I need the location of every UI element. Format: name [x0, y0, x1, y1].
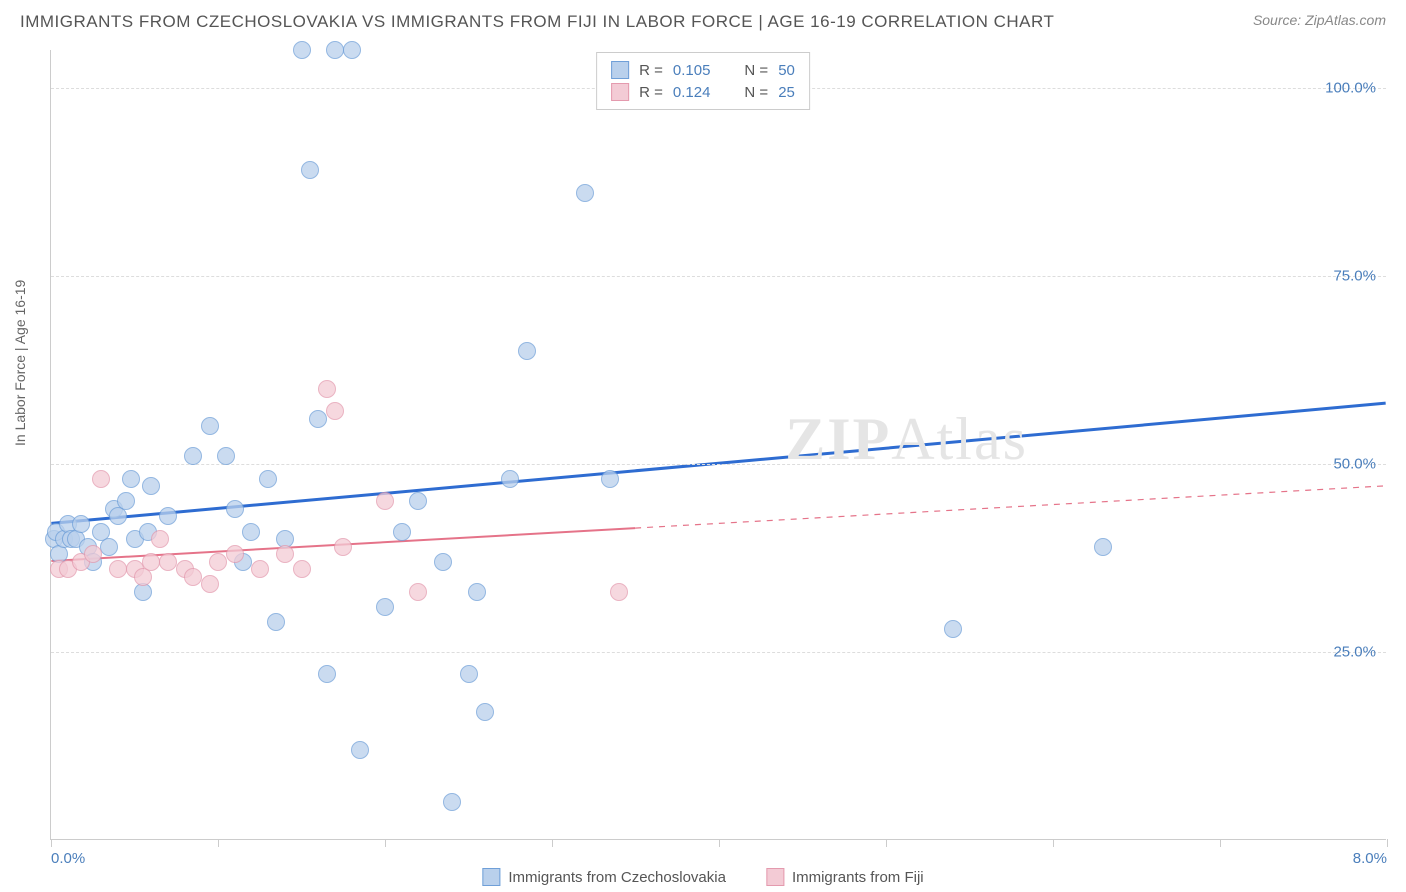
data-point: [1094, 538, 1112, 556]
data-point: [100, 538, 118, 556]
data-point: [84, 545, 102, 563]
data-point: [226, 545, 244, 563]
r-value: 0.124: [673, 84, 711, 101]
data-point: [343, 41, 361, 59]
data-point: [376, 492, 394, 510]
x-tick: [886, 839, 887, 847]
data-point: [409, 492, 427, 510]
legend-swatch: [611, 61, 629, 79]
legend-swatch: [611, 83, 629, 101]
data-point: [142, 477, 160, 495]
data-point: [301, 161, 319, 179]
x-tick: [51, 839, 52, 847]
x-tick: [719, 839, 720, 847]
plot-area: ZIPAtlas 25.0%50.0%75.0%100.0%0.0%8.0%: [50, 50, 1386, 840]
data-point: [476, 703, 494, 721]
x-tick: [385, 839, 386, 847]
data-point: [326, 41, 344, 59]
n-value: 25: [778, 84, 795, 101]
data-point: [184, 447, 202, 465]
legend-label: Immigrants from Czechoslovakia: [508, 869, 726, 886]
watermark-light: Atlas: [891, 406, 1028, 472]
stats-row: R = 0.105 N = 50: [611, 59, 795, 81]
x-tick: [218, 839, 219, 847]
data-point: [326, 402, 344, 420]
data-point: [518, 342, 536, 360]
n-value: 50: [778, 62, 795, 79]
r-value: 0.105: [673, 62, 711, 79]
data-point: [184, 568, 202, 586]
data-point: [201, 417, 219, 435]
legend-swatch: [766, 868, 784, 886]
y-tick-label: 25.0%: [1333, 643, 1376, 660]
y-tick-label: 50.0%: [1333, 455, 1376, 472]
data-point: [393, 523, 411, 541]
data-point: [276, 545, 294, 563]
data-point: [443, 793, 461, 811]
data-point: [72, 515, 90, 533]
data-point: [944, 620, 962, 638]
data-point: [109, 560, 127, 578]
data-point: [376, 598, 394, 616]
data-point: [468, 583, 486, 601]
data-point: [159, 507, 177, 525]
data-point: [318, 380, 336, 398]
data-point: [334, 538, 352, 556]
data-point: [309, 410, 327, 428]
x-tick: [1387, 839, 1388, 847]
legend-item: Immigrants from Fiji: [766, 868, 924, 886]
data-point: [293, 560, 311, 578]
data-point: [501, 470, 519, 488]
data-point: [434, 553, 452, 571]
stats-legend-box: R = 0.105 N = 50 R = 0.124 N = 25: [596, 52, 810, 110]
trend-line-dashed: [635, 486, 1386, 528]
x-tick: [552, 839, 553, 847]
data-point: [409, 583, 427, 601]
data-point: [576, 184, 594, 202]
data-point: [217, 447, 235, 465]
gridline: [51, 652, 1386, 653]
data-point: [122, 470, 140, 488]
x-tick-label: 8.0%: [1353, 850, 1387, 867]
legend-swatch: [482, 868, 500, 886]
bottom-legend: Immigrants from Czechoslovakia Immigrants…: [482, 868, 923, 886]
trend-lines-layer: [51, 50, 1386, 839]
x-tick: [1220, 839, 1221, 847]
x-tick-label: 0.0%: [51, 850, 85, 867]
stats-row: R = 0.124 N = 25: [611, 81, 795, 103]
gridline: [51, 464, 1386, 465]
data-point: [259, 470, 277, 488]
watermark-bold: ZIP: [785, 406, 891, 472]
legend-item: Immigrants from Czechoslovakia: [482, 868, 726, 886]
source-credit: Source: ZipAtlas.com: [1253, 12, 1386, 28]
r-label: R =: [639, 62, 663, 79]
x-tick: [1053, 839, 1054, 847]
data-point: [209, 553, 227, 571]
data-point: [117, 492, 135, 510]
r-label: R =: [639, 84, 663, 101]
data-point: [293, 41, 311, 59]
n-label: N =: [744, 84, 768, 101]
legend-label: Immigrants from Fiji: [792, 869, 924, 886]
data-point: [601, 470, 619, 488]
data-point: [318, 665, 336, 683]
data-point: [226, 500, 244, 518]
data-point: [159, 553, 177, 571]
y-tick-label: 100.0%: [1325, 79, 1376, 96]
data-point: [267, 613, 285, 631]
data-point: [151, 530, 169, 548]
gridline: [51, 276, 1386, 277]
data-point: [351, 741, 369, 759]
n-label: N =: [744, 62, 768, 79]
data-point: [251, 560, 269, 578]
data-point: [92, 470, 110, 488]
y-axis-label: In Labor Force | Age 16-19: [12, 280, 28, 446]
y-tick-label: 75.0%: [1333, 267, 1376, 284]
data-point: [242, 523, 260, 541]
data-point: [201, 575, 219, 593]
data-point: [610, 583, 628, 601]
chart-title: IMMIGRANTS FROM CZECHOSLOVAKIA VS IMMIGR…: [20, 12, 1054, 32]
data-point: [460, 665, 478, 683]
data-point: [142, 553, 160, 571]
